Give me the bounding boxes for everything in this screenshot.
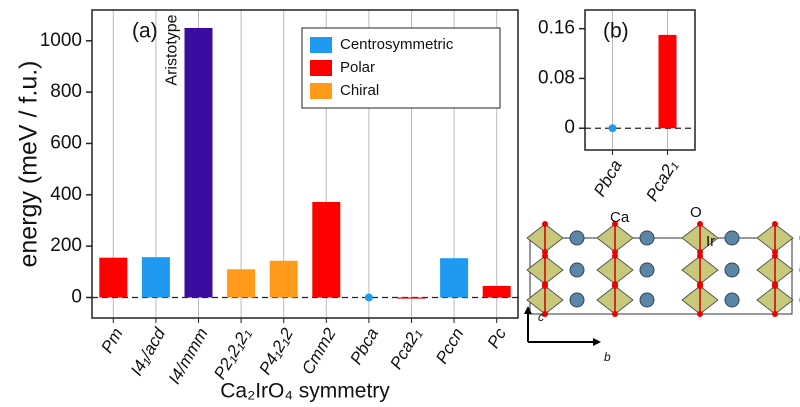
x-tick-label: Pm — [97, 325, 126, 357]
y-tick-label: 800 — [50, 81, 82, 102]
bar — [312, 202, 340, 297]
x-tick-label: I4₁/acd — [127, 324, 170, 379]
calcium — [725, 231, 739, 245]
oxygen — [772, 253, 778, 259]
x-tick-label: Pccn — [432, 325, 467, 367]
oxygen — [697, 221, 703, 227]
y-tick-label: 400 — [50, 184, 82, 205]
x-tick-label: Pca2₁ — [386, 325, 425, 373]
x-tick-label: Pc — [484, 324, 511, 351]
oxygen — [542, 283, 548, 289]
oxygen — [697, 311, 703, 317]
plot-frame — [585, 10, 695, 150]
bar — [659, 35, 677, 128]
bar — [440, 258, 468, 297]
oxygen — [612, 253, 618, 259]
oxygen — [612, 311, 618, 317]
calcium — [640, 293, 654, 307]
y-tick-label: 0.08 — [538, 67, 575, 88]
structure-label: Ca — [610, 209, 630, 226]
y-tick-label: 0 — [564, 117, 575, 138]
bar — [99, 258, 127, 298]
arrow-head — [524, 306, 532, 314]
bar — [185, 28, 213, 298]
x-tick-label: Pbca — [346, 325, 382, 368]
oxygen — [542, 253, 548, 259]
calcium — [640, 231, 654, 245]
oxygen — [772, 311, 778, 317]
calcium — [640, 263, 654, 277]
panel-label: (a) — [132, 20, 158, 43]
calcium — [570, 263, 584, 277]
structure-label: O — [690, 204, 702, 221]
figure: Ca OIr c b 0 200 400 600 800 1000 PmI4₁/acdI4/mmm… — [0, 0, 800, 407]
oxygen — [612, 283, 618, 289]
oxygen — [772, 283, 778, 289]
bar — [398, 297, 426, 298]
structure-label: Ir — [706, 233, 715, 250]
point — [609, 124, 617, 132]
calcium — [725, 263, 739, 277]
cell-outline — [530, 238, 792, 314]
bar — [483, 286, 511, 298]
legend-label: Chiral — [340, 82, 379, 99]
x-tick-label: Pca2₁ — [642, 157, 681, 205]
bar — [227, 269, 255, 297]
calcium — [570, 231, 584, 245]
y-tick-label: 200 — [50, 235, 82, 256]
x-tick-label: Pbca — [590, 157, 626, 200]
legend-swatch — [310, 83, 332, 99]
point — [365, 293, 373, 301]
legend-swatch — [310, 37, 332, 53]
y-tick-label: 1000 — [40, 30, 82, 51]
oxygen — [697, 283, 703, 289]
calcium — [725, 293, 739, 307]
structure-label: c — [538, 310, 544, 324]
annotation: Aristotype — [164, 14, 181, 85]
arrow-head — [593, 338, 601, 346]
structure-label: b — [604, 350, 611, 364]
oxygen — [772, 221, 778, 227]
panel-label: (b) — [603, 20, 629, 43]
legend-label: Centrosymmetric — [340, 36, 454, 53]
oxygen — [542, 221, 548, 227]
y-tick-label: 0.16 — [538, 18, 575, 39]
bar — [142, 257, 170, 297]
crystal-structure: Ca OIr c b — [524, 204, 800, 364]
oxygen — [697, 253, 703, 259]
x-tick-label: I4/mmm — [165, 325, 212, 388]
calcium — [570, 293, 584, 307]
x-tick-label: Cmm2 — [298, 324, 340, 377]
bar — [270, 261, 298, 298]
x-tick-label: P2₁2₁2₁ — [210, 325, 254, 383]
y-tick-label: 0 — [71, 286, 82, 307]
x-axis-label: Ca₂IrO₄ symmetry — [220, 380, 390, 403]
x-tick-label: P4₁2₁2 — [255, 324, 297, 378]
y-axis-label: energy (meV / f.u.) — [15, 60, 43, 267]
legend-swatch — [310, 60, 332, 76]
legend-label: Polar — [340, 59, 375, 76]
y-tick-label: 600 — [50, 132, 82, 153]
